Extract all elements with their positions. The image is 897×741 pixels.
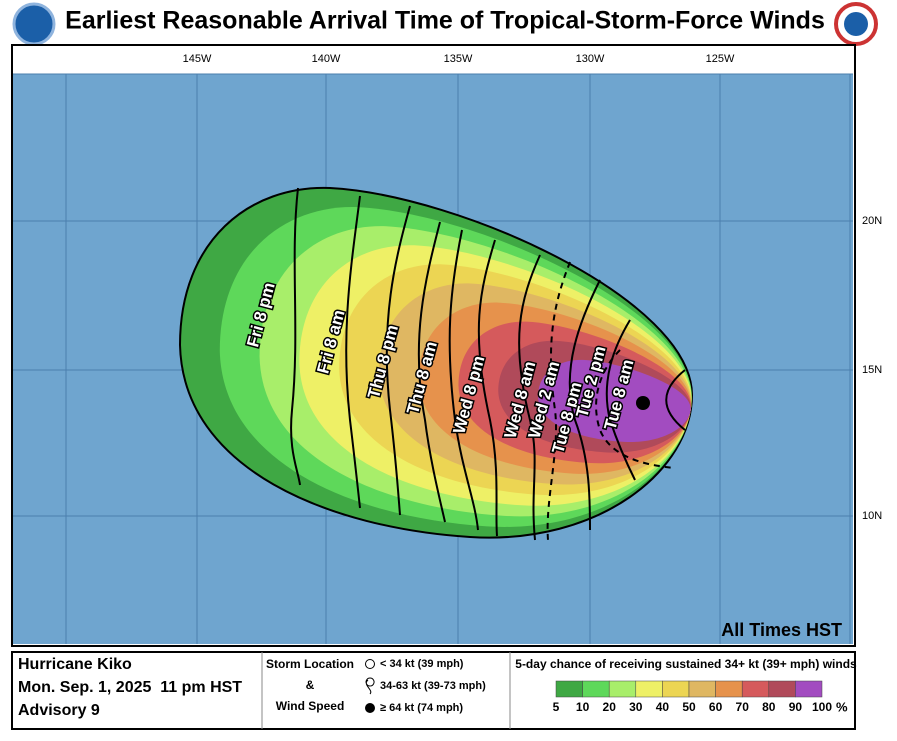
symbol-ts	[365, 677, 375, 695]
lon-label: 145W	[183, 53, 212, 65]
legend-label: 10	[576, 700, 590, 714]
legend-unit: %	[836, 699, 848, 714]
lat-label: 20N	[862, 215, 882, 227]
symbol-weak	[365, 659, 375, 669]
lon-label: 140W	[312, 53, 341, 65]
legend-swatch	[688, 680, 716, 698]
storm-symbol	[636, 396, 650, 410]
legend-label: 100	[812, 700, 832, 714]
symbol-hurricane	[365, 703, 375, 713]
title: Earliest Reasonable Arrival Time of Trop…	[65, 7, 825, 35]
storm-legend-items: < 34 kt (39 mph) 34-63 kt (39-73 mph) ≥ 64…	[380, 658, 486, 714]
lat-label: 10N	[862, 510, 882, 522]
legend-label: 70	[736, 700, 750, 714]
storm-legend-item: 34-63 kt (39-73 mph)	[380, 680, 486, 692]
probability-legend: 5 10 20 30 40 50 60 70 80 90 100%	[553, 680, 848, 714]
storm-date: Mon. Sep. 1, 2025 11 pm HST	[18, 679, 242, 696]
prob-title: 5-day chance of receiving sustained 34+ …	[515, 657, 857, 671]
contour-line	[518, 254, 541, 541]
legend-swatch	[608, 680, 637, 698]
contour-line	[417, 221, 446, 523]
storm-legend-item: ≥ 64 kt (74 mph)	[380, 702, 463, 714]
legend-swatch	[741, 680, 770, 698]
legend-line: Wind Speed	[276, 699, 345, 713]
legend-label: 40	[656, 700, 670, 714]
storm-name: Hurricane Kiko	[18, 656, 132, 673]
legend-swatch	[768, 680, 796, 698]
legend-label: 80	[762, 700, 776, 714]
legend-swatch	[662, 680, 690, 698]
lon-label: 135W	[444, 53, 473, 65]
legend-swatch	[582, 680, 610, 698]
contour-line	[345, 195, 361, 509]
lon-label: 125W	[706, 53, 735, 65]
arrival-contours	[290, 187, 686, 541]
legend-line: Storm Location	[266, 657, 354, 671]
contour-line	[448, 229, 479, 531]
legend-swatch	[555, 680, 583, 698]
contour-line-dashed	[595, 349, 676, 469]
lon-label: 130W	[576, 53, 605, 65]
legend-label: 20	[603, 700, 617, 714]
noaa-logo	[12, 2, 56, 46]
contour-line	[665, 369, 686, 431]
legend-swatch	[635, 680, 663, 698]
storm-legend-item: < 34 kt (39 mph)	[380, 658, 464, 670]
contour-line	[385, 205, 411, 516]
legend-label: 90	[789, 700, 803, 714]
legend-line: &	[306, 678, 315, 692]
legend-swatch	[715, 680, 743, 698]
contour-line	[568, 279, 601, 531]
legend-label: 60	[709, 700, 723, 714]
contour-line	[290, 187, 301, 486]
nws-logo-inner	[844, 12, 868, 36]
legend-label: 50	[682, 700, 696, 714]
contour-line	[605, 319, 636, 481]
legend-swatch	[795, 680, 823, 698]
legend-label: 30	[629, 700, 643, 714]
contour-line-dashed	[546, 261, 571, 541]
time-note: All Times HST	[721, 620, 842, 640]
contour-line	[477, 239, 498, 537]
lat-label: 15N	[862, 364, 882, 376]
legend-label: 5	[553, 700, 560, 714]
advisory: Advisory 9	[18, 702, 100, 719]
